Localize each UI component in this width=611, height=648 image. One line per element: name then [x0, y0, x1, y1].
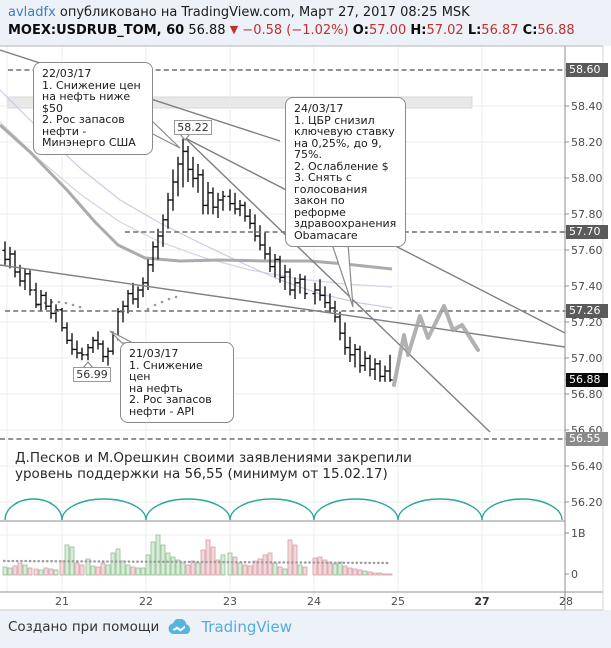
- price-axis-label: 57.20: [571, 316, 603, 329]
- low-price-tag[interactable]: 56.99: [73, 367, 111, 382]
- open-value: 57.00: [369, 23, 407, 38]
- price-axis-label: 0: [571, 568, 578, 581]
- price-axis-label: 57.00: [571, 352, 603, 365]
- footer: Создано при помощи TradingView: [8, 618, 292, 636]
- symbol-name[interactable]: MOEX:USDRUB_TOM, 60: [8, 23, 185, 38]
- price-axis-label: 56.20: [571, 496, 603, 509]
- price-axis-badge: 56.88: [566, 373, 608, 387]
- price-axis-label: 57.80: [571, 208, 603, 221]
- price-axis-label: 57.60: [571, 244, 603, 257]
- close-label: C:: [522, 23, 538, 38]
- price-axis-label: 56.80: [571, 388, 603, 401]
- high-value: 57.02: [426, 23, 464, 38]
- price-axis-badge: 56.55: [566, 432, 608, 446]
- price-axis-badge: 57.26: [566, 304, 608, 318]
- price-axis-label: 58.00: [571, 172, 603, 185]
- price-axis-badge: 58.60: [566, 63, 608, 77]
- tradingview-logo-icon[interactable]: [167, 619, 193, 635]
- high-label: H:: [410, 23, 427, 38]
- author-link[interactable]: avladfx: [8, 5, 56, 20]
- time-axis-label: 24: [307, 595, 321, 608]
- symbol-bar: MOEX:USDRUB_TOM, 60 56.88 ▼ −0.58 (−1.02…: [8, 23, 575, 38]
- time-axis-label: 22: [139, 595, 153, 608]
- support-note-line1: Д.Песков и М.Орешкин своими заявлениями …: [15, 450, 412, 466]
- price-axis-label: 58.20: [571, 136, 603, 149]
- time-axis-label: 25: [391, 595, 405, 608]
- publish-info: avladfx опубликовано на TradingView.com,…: [8, 5, 470, 20]
- low-value: 56.87: [481, 23, 519, 38]
- price-axis-badge: 57.70: [566, 225, 608, 239]
- support-level-note: Д.Песков и М.Орешкин своими заявлениями …: [15, 450, 412, 482]
- price-axis-label: 58.40: [571, 100, 603, 113]
- time-axis-label: 27: [474, 595, 490, 608]
- last-price: 56.88: [188, 23, 226, 38]
- time-axis-label: 21: [55, 595, 69, 608]
- close-value: 56.88: [537, 23, 575, 38]
- time-axis-label: 28: [559, 595, 573, 608]
- time-axis-label: 23: [223, 595, 237, 608]
- annotation-callout-mar24[interactable]: 24/03/17 1. ЦБР снизил ключевую ставку н…: [285, 97, 406, 247]
- publish-text: опубликовано на TradingView.com, Март 27…: [55, 5, 470, 20]
- price-change: −0.58 (−1.02%): [242, 23, 349, 38]
- price-axis-label: 57.40: [571, 280, 603, 293]
- support-note-line2: уровень поддержки на 56,55 (минимум от 1…: [15, 466, 388, 482]
- low-label: L:: [467, 23, 482, 38]
- high-price-tag[interactable]: 58.22: [174, 120, 212, 135]
- annotation-callout-mar21[interactable]: 21/03/17 1. Снижение цен на нефть 2. Рос…: [120, 342, 234, 423]
- open-label: O:: [352, 23, 369, 38]
- price-axis-label: 56.40: [571, 460, 603, 473]
- tradingview-brand-link[interactable]: TradingView: [201, 618, 292, 636]
- down-triangle-icon: ▼: [229, 23, 239, 36]
- price-axis-label: 1B: [571, 527, 586, 540]
- created-with-label: Создано при помощи: [8, 619, 160, 635]
- annotation-callout-mar22[interactable]: 22/03/17 1. Снижение цен на нефть ниже $…: [33, 62, 153, 155]
